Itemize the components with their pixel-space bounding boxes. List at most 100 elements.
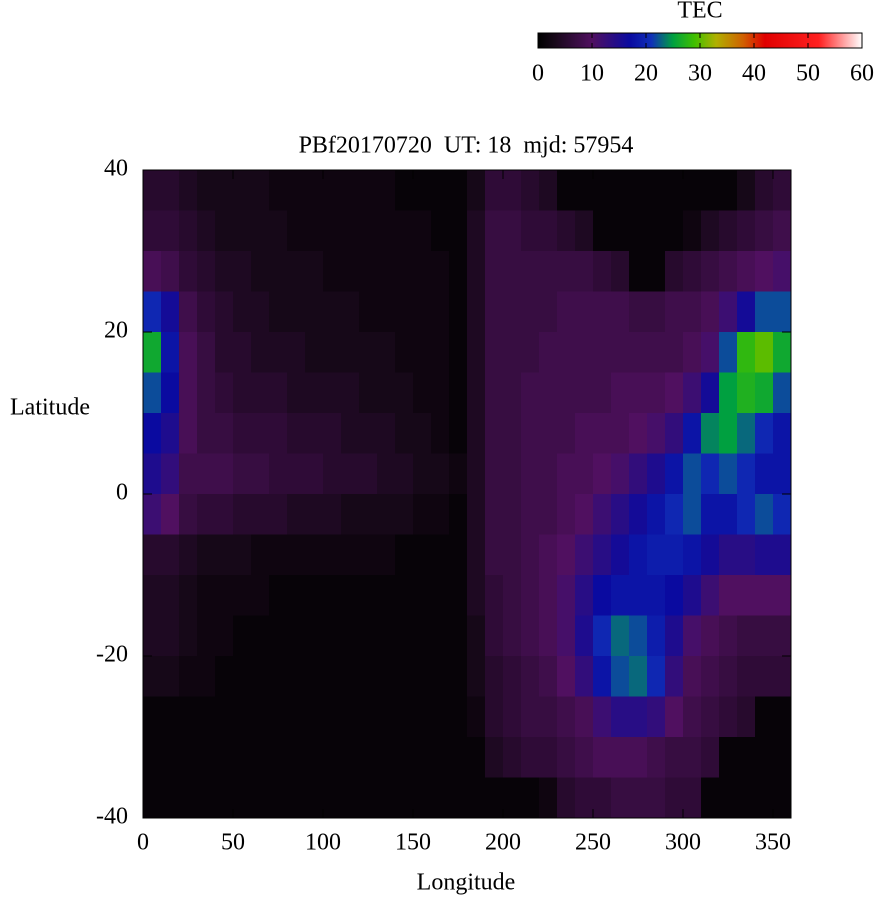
heatmap-cell (485, 615, 504, 657)
heatmap-cell (593, 251, 612, 292)
heatmap-cell (269, 332, 288, 373)
heatmap-cell (719, 615, 738, 657)
heatmap-cell (323, 615, 342, 657)
heatmap-cell (341, 777, 360, 819)
heatmap-cell (647, 534, 666, 576)
colorbar-strip (639, 33, 641, 48)
heatmap-cell (395, 737, 414, 778)
heatmap-cell (197, 413, 216, 454)
heatmap-cell (413, 372, 432, 414)
heatmap-cell (377, 372, 396, 414)
heatmap-cell (431, 575, 450, 616)
colorbar-strip (799, 33, 801, 48)
heatmap-cell (449, 737, 468, 778)
colorbar-strip (698, 33, 700, 48)
heatmap-cell (323, 534, 342, 576)
heatmap-cell (467, 372, 486, 414)
heatmap-cell (629, 291, 648, 333)
heatmap-cell (503, 332, 522, 373)
heatmap-cell (593, 656, 612, 697)
heatmap-cell (287, 696, 306, 738)
colorbar-strip (839, 33, 841, 48)
heatmap-cell (683, 494, 702, 535)
colorbar-strip (603, 33, 605, 48)
heatmap-cell (665, 372, 684, 414)
heatmap-cell (305, 656, 324, 697)
heatmap-cell (341, 696, 360, 738)
heatmap-cell (719, 291, 738, 333)
heatmap-cell (575, 615, 594, 657)
colorbar-strip (679, 33, 681, 48)
heatmap-cell (341, 210, 360, 252)
heatmap-cell (431, 413, 450, 454)
heatmap-cell (197, 696, 216, 738)
heatmap-cell (629, 453, 648, 495)
colorbar-strip (605, 33, 607, 48)
colorbar-strip (774, 33, 776, 48)
heatmap-cell (413, 615, 432, 657)
colorbar-strip (826, 33, 828, 48)
heatmap-cell (323, 332, 342, 373)
heatmap-cell (395, 413, 414, 454)
heatmap-cell (773, 494, 792, 535)
heatmap-cell (143, 170, 162, 211)
colorbar-strip (570, 33, 572, 48)
colorbar-strip (600, 33, 602, 48)
colorbar-strip (632, 33, 634, 48)
colorbar-strip (585, 33, 587, 48)
heatmap-cell (269, 291, 288, 333)
heatmap-cell (233, 372, 252, 414)
heatmap-cell (665, 777, 684, 819)
heatmap-cell (431, 372, 450, 414)
heatmap-cell (233, 615, 252, 657)
heatmap-cell (485, 453, 504, 495)
heatmap-cell (377, 737, 396, 778)
colorbar-strip (547, 33, 549, 48)
colorbar-strip (555, 33, 557, 48)
heatmap-cell (341, 413, 360, 454)
heatmap-cell (431, 656, 450, 697)
heatmap-cell (467, 332, 486, 373)
heatmap-cell (161, 170, 180, 211)
heatmap-cell (251, 413, 270, 454)
heatmap-cell (683, 210, 702, 252)
heatmap-cell (557, 210, 576, 252)
heatmap-cell (305, 737, 324, 778)
colorbar-tick-label: 50 (796, 61, 820, 87)
heatmap-cell (701, 777, 720, 819)
heatmap-cell (719, 575, 738, 616)
heatmap-cell (269, 494, 288, 535)
heatmap-cell (215, 777, 234, 819)
colorbar-strip (626, 33, 628, 48)
colorbar-strip (770, 33, 772, 48)
colorbar-strip (699, 33, 701, 48)
colorbar-strip (628, 33, 630, 48)
colorbar-strip (709, 33, 711, 48)
heatmap-cell (287, 413, 306, 454)
colorbar-strip (590, 33, 592, 48)
heatmap-cell (449, 575, 468, 616)
heatmap-cell (431, 534, 450, 576)
colorbar-strip (789, 33, 791, 48)
heatmap-cell (323, 656, 342, 697)
heatmap-cell (197, 534, 216, 576)
heatmap-cell (521, 251, 540, 292)
heatmap-cell (269, 737, 288, 778)
heatmap-cell (251, 696, 270, 738)
colorbar-strip (556, 33, 558, 48)
colorbar-strip (669, 33, 671, 48)
heatmap-cell (413, 332, 432, 373)
heatmap-cell (215, 210, 234, 252)
heatmap-cell (539, 534, 558, 576)
heatmap-cell (485, 291, 504, 333)
colorbar-strip (648, 33, 650, 48)
heatmap-cell (413, 534, 432, 576)
heatmap-cell (233, 332, 252, 373)
colorbar-strip (842, 33, 844, 48)
heatmap-cell (323, 251, 342, 292)
colorbar-strip (762, 33, 764, 48)
heatmap-cell (215, 737, 234, 778)
colorbar-strip (825, 33, 827, 48)
heatmap-cell (701, 615, 720, 657)
heatmap-cell (737, 332, 756, 373)
